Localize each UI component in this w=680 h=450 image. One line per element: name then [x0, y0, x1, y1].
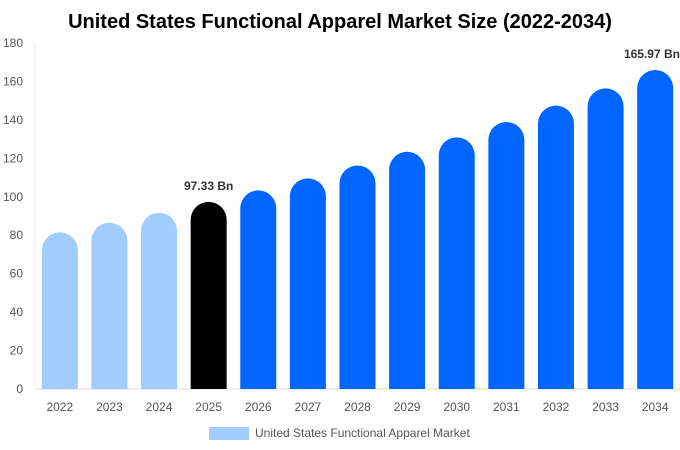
bar-2022[interactable]: [41, 232, 78, 389]
bar-2024[interactable]: [141, 212, 178, 389]
chart-title: United States Functional Apparel Market …: [68, 11, 612, 33]
x-tick-label: 2028: [344, 400, 371, 414]
legend-swatch: [209, 427, 249, 440]
bar-2023[interactable]: [91, 222, 128, 389]
y-tick-label: 20: [10, 344, 24, 358]
y-tick-label: 100: [3, 190, 23, 204]
bar-2028[interactable]: [339, 165, 376, 389]
y-tick-label: 60: [10, 267, 24, 281]
x-tick-label: 2031: [493, 400, 520, 414]
bar-2031[interactable]: [488, 122, 525, 389]
bar-2025[interactable]: [190, 201, 227, 389]
bar-2030[interactable]: [438, 137, 475, 389]
bar-2026[interactable]: [240, 190, 277, 389]
x-tick-label: 2025: [195, 400, 222, 414]
x-tick-label: 2030: [443, 400, 470, 414]
data-label: 97.33 Bn: [184, 179, 233, 193]
bar-2033[interactable]: [587, 88, 624, 389]
x-tick-label: 2032: [543, 400, 570, 414]
bars: [41, 69, 674, 390]
x-tick-label: 2024: [146, 400, 173, 414]
y-tick-label: 140: [3, 113, 23, 127]
bar-2029[interactable]: [389, 151, 426, 389]
y-tick-label: 0: [16, 382, 23, 396]
x-tick-label: 2026: [245, 400, 272, 414]
x-tick-label: 2023: [96, 400, 123, 414]
y-tick-label: 180: [3, 36, 23, 50]
x-tick-label: 2034: [642, 400, 669, 414]
data-label: 165.97 Bn: [624, 47, 680, 61]
y-tick-label: 120: [3, 151, 23, 165]
x-tick-label: 2029: [394, 400, 421, 414]
y-tick-label: 80: [10, 228, 24, 242]
bar-2034[interactable]: [637, 69, 674, 389]
y-tick-label: 160: [3, 74, 23, 88]
legend-label: United States Functional Apparel Market: [255, 426, 470, 440]
legend[interactable]: United States Functional Apparel Market: [209, 426, 470, 440]
x-axis: 2022 2023 2024 2025 2026 2027 2028 2029 2030 2031…: [46, 400, 668, 414]
y-tick-label: 40: [10, 305, 24, 319]
y-axis: 0 20 40 60 80 100 120 140 160 180: [3, 36, 23, 396]
data-labels: 97.33 Bn 165.97 Bn: [184, 47, 680, 193]
bar-2027[interactable]: [289, 178, 326, 389]
bar-2032[interactable]: [537, 105, 574, 390]
x-tick-label: 2027: [295, 400, 322, 414]
x-tick-label: 2022: [46, 400, 73, 414]
x-tick-label: 2033: [592, 400, 619, 414]
